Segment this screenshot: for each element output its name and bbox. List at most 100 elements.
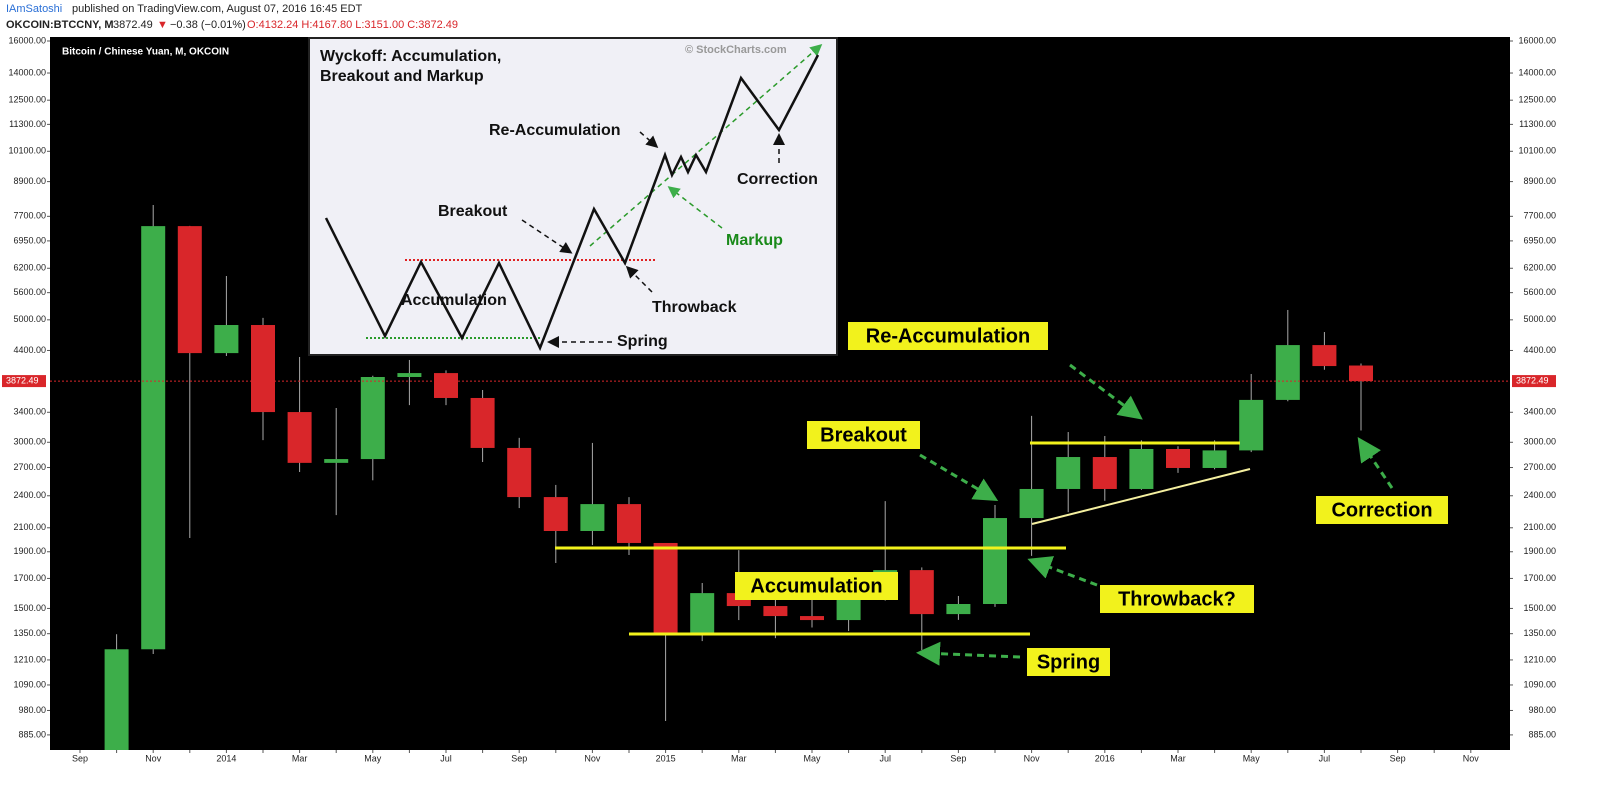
y-tick-label: 6950.00 [13,235,46,245]
candle-body [397,373,422,378]
y-tick-label: 5000.00 [13,314,46,324]
y-tick-label: 7700.00 [13,211,46,221]
annotation-box [1316,496,1448,524]
x-tick-label: Sep [950,753,966,763]
y-tick-label: 11300.00 [9,119,46,129]
price-label-box [2,375,46,388]
candle-body [1202,450,1227,468]
y-tick-label: 10100.00 [1518,146,1556,156]
candle-body [1312,345,1337,367]
y-tick-label: 2700.00 [13,462,46,472]
y-tick-label: 3000.00 [13,437,46,447]
x-tick-label: Mar [731,753,747,763]
candle-body [104,649,129,750]
inset-arrow [639,131,659,148]
candle-body [251,325,275,413]
y-tick-label: 1090.00 [13,679,46,689]
change: −0.38 (−0.01%) [170,19,246,31]
inset-label: Accumulation [401,292,507,309]
y-tick-label: 8900.00 [1523,176,1556,186]
x-tick-label: Nov [1024,753,1041,763]
y-tick-label: 14000.00 [8,67,46,77]
candle-body [1056,457,1081,489]
y-tick-label: 6950.00 [1523,235,1556,245]
x-tick-label: Sep [1390,753,1406,763]
candle-body [214,325,239,354]
inset-arrow [521,219,573,254]
x-tick-label: Mar [292,753,308,763]
price-label-box [1512,375,1556,388]
y-tick-label: 2400.00 [13,490,46,500]
candle-body [1239,399,1264,451]
inset-title: Breakout and Markup [320,68,484,85]
y-tick-label: 5000.00 [1523,314,1556,324]
y-tick-label: 7700.00 [1523,211,1556,221]
candle-body [800,616,824,621]
candle-body [1275,345,1300,400]
y-tick-label: 1210.00 [1523,654,1556,664]
x-tick-label: Nov [584,753,601,763]
y-tick-label: 14000.00 [1518,67,1556,77]
y-tick-label: 10100.00 [8,146,46,156]
candle-body [836,598,861,621]
price-label: 3872.49 [6,375,39,385]
author[interactable]: IAmSatoshi [6,3,62,15]
change-arrow: ▼ [157,19,168,31]
y-tick-label: 5600.00 [13,287,46,297]
candle-body [653,542,678,635]
y-tick-label: 885.00 [1528,729,1556,739]
y-tick-label: 11300.00 [1519,119,1556,129]
overlay: Re-Accumulation Breakout Accumulation Throw… [735,322,1448,676]
annotation-box [735,572,898,600]
x-tick-label: 2015 [656,753,676,763]
y-tick-label: 5600.00 [1523,287,1556,297]
candle-body [690,593,715,635]
inset-path [324,54,820,352]
candle-body [909,570,934,615]
y-tick-label: 12500.00 [1518,95,1556,105]
annotation-box [807,421,920,449]
inset-label: Breakout [438,203,508,220]
y-tick-label: 3400.00 [13,407,46,417]
y-tick-label: 16000.00 [8,35,46,45]
y-tick-label: 6200.00 [1523,263,1556,273]
y-tick-label: 980.00 [1528,705,1556,715]
x-tick-label: Nov [1463,753,1480,763]
x-tick-label: May [1243,753,1261,763]
candle-body [434,373,458,398]
candle-body [1092,457,1117,489]
candle-body [1349,365,1373,382]
y-tick-label: 1900.00 [13,546,46,556]
inset-label: Spring [617,333,668,350]
candle-body [983,518,1007,604]
candle-body [141,226,166,650]
candle-body [1166,449,1190,468]
arrows [916,363,1394,666]
inset-trend [589,44,823,247]
published: published on TradingView.com, August 07,… [72,3,363,15]
y-tick-label: 2700.00 [1523,462,1556,472]
y-tick-label: 3000.00 [1523,437,1556,447]
y-tick-label: 16000.00 [1518,35,1556,45]
inset-title: Wyckoff: Accumulation, [320,48,501,65]
x-tick-label: May [803,753,821,763]
arrow [916,641,1021,666]
inset-credit: © StockCharts.com [685,44,787,56]
arrow [1069,363,1143,420]
y-tick-label: 4400.00 [1523,345,1556,355]
candle-body [360,377,385,460]
x-tick-label: Sep [511,753,527,763]
candle-body [287,412,312,463]
inset-label: Re-Accumulation [489,122,621,139]
candle-body [946,603,971,615]
inset-arrow [625,265,653,293]
annotation: Accumulation [750,575,882,597]
x-tick-label: 2014 [216,753,236,763]
annotation-box [1100,585,1254,613]
x-tick-label: Mar [1170,753,1186,763]
y-tick-label: 1210.00 [13,654,46,664]
x-tick-label: Jul [879,753,891,763]
chart-title: Bitcoin / Chinese Yuan, M, OKCOIN [62,47,229,58]
y-tick-label: 6200.00 [13,263,46,273]
